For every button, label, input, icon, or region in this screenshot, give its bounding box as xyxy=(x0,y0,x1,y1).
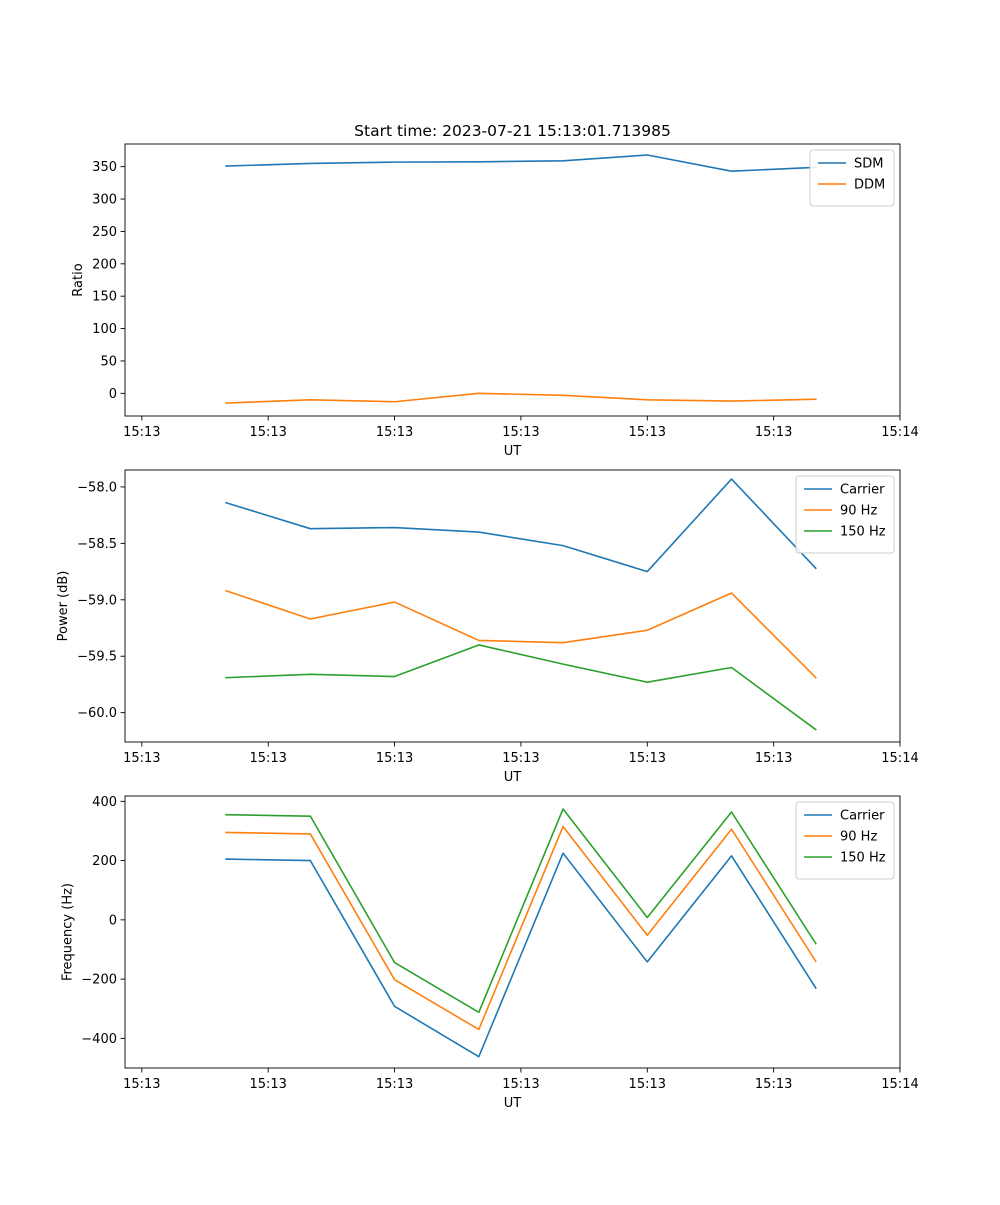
legend-label: 150 Hz xyxy=(840,525,886,540)
chart-title: Start time: 2023-07-21 15:13:01.713985 xyxy=(354,122,671,140)
x-tick-label: 15:13 xyxy=(502,751,539,766)
series-line-150-hz xyxy=(225,808,817,1014)
chart-panel-3: 15:13 15:13 15:13 15:13 15:13 15:13 15:14 −400 −… xyxy=(60,795,918,1111)
legend-label: 90 Hz xyxy=(840,830,877,845)
y-tick-label: 300 xyxy=(92,193,117,208)
x-axis-label: UT xyxy=(504,1096,522,1111)
x-axis-label: UT xyxy=(504,770,522,785)
legend-box xyxy=(795,475,895,554)
y-tick-label: 50 xyxy=(100,354,117,369)
y-axis-label: Frequency (Hz) xyxy=(60,883,75,981)
y-tick-label: 400 xyxy=(92,795,117,810)
y-axis-label: Power (dB) xyxy=(56,571,71,642)
x-tick-label: 15:13 xyxy=(629,425,666,440)
legend-box xyxy=(795,801,895,880)
y-tick-label: −400 xyxy=(81,1032,117,1047)
legend: Carrier 90 Hz 150 Hz xyxy=(795,475,895,554)
x-tick-label: 15:13 xyxy=(249,751,286,766)
x-axis-label: UT xyxy=(504,444,522,459)
y-axis-label: Ratio xyxy=(71,263,86,296)
y-tick-label: −58.0 xyxy=(77,480,117,495)
series-line-carrier xyxy=(225,852,817,1058)
legend: Carrier 90 Hz 150 Hz xyxy=(795,801,895,880)
series-line-90-hz xyxy=(225,589,817,679)
chart-panel-1: 15:13 15:13 15:13 15:13 15:13 15:13 15:14 0 50 10… xyxy=(71,143,919,459)
x-tick-label: 15:14 xyxy=(881,751,918,766)
y-tick-label: 200 xyxy=(92,854,117,869)
y-tick-label: −59.0 xyxy=(77,593,117,608)
legend-label: 150 Hz xyxy=(840,851,886,866)
y-tick-label: −59.5 xyxy=(77,650,117,665)
y-tick-label: −200 xyxy=(81,973,117,988)
x-tick-label: 15:13 xyxy=(629,751,666,766)
legend: SDM DDM xyxy=(809,149,895,207)
x-tick-label: 15:13 xyxy=(249,425,286,440)
axes-frame xyxy=(124,143,901,417)
x-tick-label: 15:13 xyxy=(629,1077,666,1092)
x-tick-label: 15:14 xyxy=(881,1077,918,1092)
series-line-90-hz xyxy=(225,825,817,1031)
series-line-ddm xyxy=(225,392,817,404)
legend-label: SDM xyxy=(854,157,883,172)
y-tick-label: −58.5 xyxy=(77,537,117,552)
y-tick-label: 200 xyxy=(92,257,117,272)
axes-frame xyxy=(124,795,901,1069)
y-tick-label: 250 xyxy=(92,225,117,240)
series-line-sdm xyxy=(225,154,817,172)
series-line-150-hz xyxy=(225,644,817,731)
y-tick-label: 350 xyxy=(92,160,117,175)
y-tick-label: 0 xyxy=(109,913,117,928)
x-tick-label: 15:13 xyxy=(123,425,160,440)
axes-frame xyxy=(124,469,901,743)
x-tick-label: 15:13 xyxy=(502,425,539,440)
legend-label: Carrier xyxy=(840,483,885,498)
y-tick-label: −60.0 xyxy=(77,706,117,721)
x-tick-label: 15:13 xyxy=(376,425,413,440)
x-tick-label: 15:13 xyxy=(376,751,413,766)
x-tick-label: 15:13 xyxy=(755,425,792,440)
legend-label: DDM xyxy=(854,178,885,193)
series-line-carrier xyxy=(225,478,817,573)
y-tick-label: 0 xyxy=(109,387,117,402)
x-tick-label: 15:13 xyxy=(755,1077,792,1092)
y-tick-label: 100 xyxy=(92,322,117,337)
x-tick-label: 15:13 xyxy=(123,1077,160,1092)
x-tick-label: 15:13 xyxy=(502,1077,539,1092)
legend-label: Carrier xyxy=(840,809,885,824)
x-tick-label: 15:13 xyxy=(376,1077,413,1092)
x-tick-label: 15:14 xyxy=(881,425,918,440)
y-tick-label: 150 xyxy=(92,290,117,305)
x-tick-label: 15:13 xyxy=(755,751,792,766)
legend-box xyxy=(809,149,895,207)
chart-panel-2: 15:13 15:13 15:13 15:13 15:13 15:13 15:14 −60.0… xyxy=(56,469,919,785)
x-tick-label: 15:13 xyxy=(249,1077,286,1092)
x-tick-label: 15:13 xyxy=(123,751,160,766)
legend-label: 90 Hz xyxy=(840,504,877,519)
